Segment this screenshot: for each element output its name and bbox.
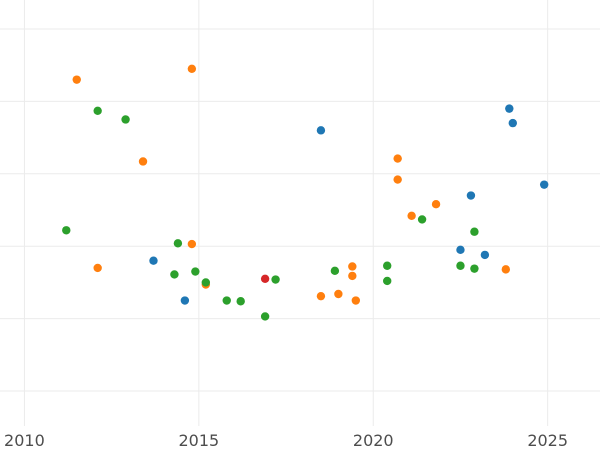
data-point — [180, 296, 190, 305]
data-points — [62, 64, 549, 321]
data-point — [191, 267, 200, 276]
data-point — [393, 154, 402, 163]
data-point — [383, 276, 392, 286]
data-point — [539, 180, 549, 189]
data-point — [431, 200, 441, 209]
x-axis-tick-labels: 2010 2015 2020 2025 — [4, 431, 568, 450]
data-point — [201, 278, 211, 287]
data-point — [260, 274, 270, 283]
data-point — [470, 227, 479, 236]
data-point — [383, 261, 392, 270]
data-point — [505, 104, 514, 113]
data-point — [480, 250, 490, 260]
data-point — [93, 263, 102, 273]
data-point — [138, 157, 148, 166]
data-point — [62, 226, 71, 235]
data-point — [456, 245, 465, 255]
data-point — [348, 271, 357, 281]
data-point — [173, 239, 183, 248]
data-point — [187, 239, 197, 249]
data-point — [170, 270, 179, 279]
data-point — [121, 115, 130, 124]
data-point — [501, 265, 511, 274]
data-point — [316, 291, 326, 301]
data-point — [470, 264, 479, 273]
data-point — [93, 106, 102, 115]
data-point — [222, 296, 231, 305]
data-point — [72, 75, 81, 84]
data-point — [417, 215, 427, 224]
data-point — [260, 312, 270, 321]
x-tick-label: 2010 — [4, 431, 45, 450]
data-point — [351, 296, 361, 305]
grid-lines — [0, 0, 600, 426]
data-point — [187, 64, 197, 73]
data-point — [149, 256, 158, 265]
data-point — [508, 118, 517, 128]
data-point — [236, 297, 245, 306]
data-point — [330, 266, 340, 276]
x-tick-label: 2020 — [353, 431, 394, 450]
data-point — [393, 175, 402, 184]
x-tick-label: 2025 — [527, 431, 568, 450]
data-point — [271, 275, 280, 284]
data-point — [348, 262, 357, 271]
data-point — [316, 126, 326, 135]
data-point — [466, 191, 476, 200]
data-point — [407, 211, 416, 220]
data-point — [456, 261, 465, 270]
data-point — [334, 289, 343, 299]
x-tick-label: 2015 — [178, 431, 219, 450]
